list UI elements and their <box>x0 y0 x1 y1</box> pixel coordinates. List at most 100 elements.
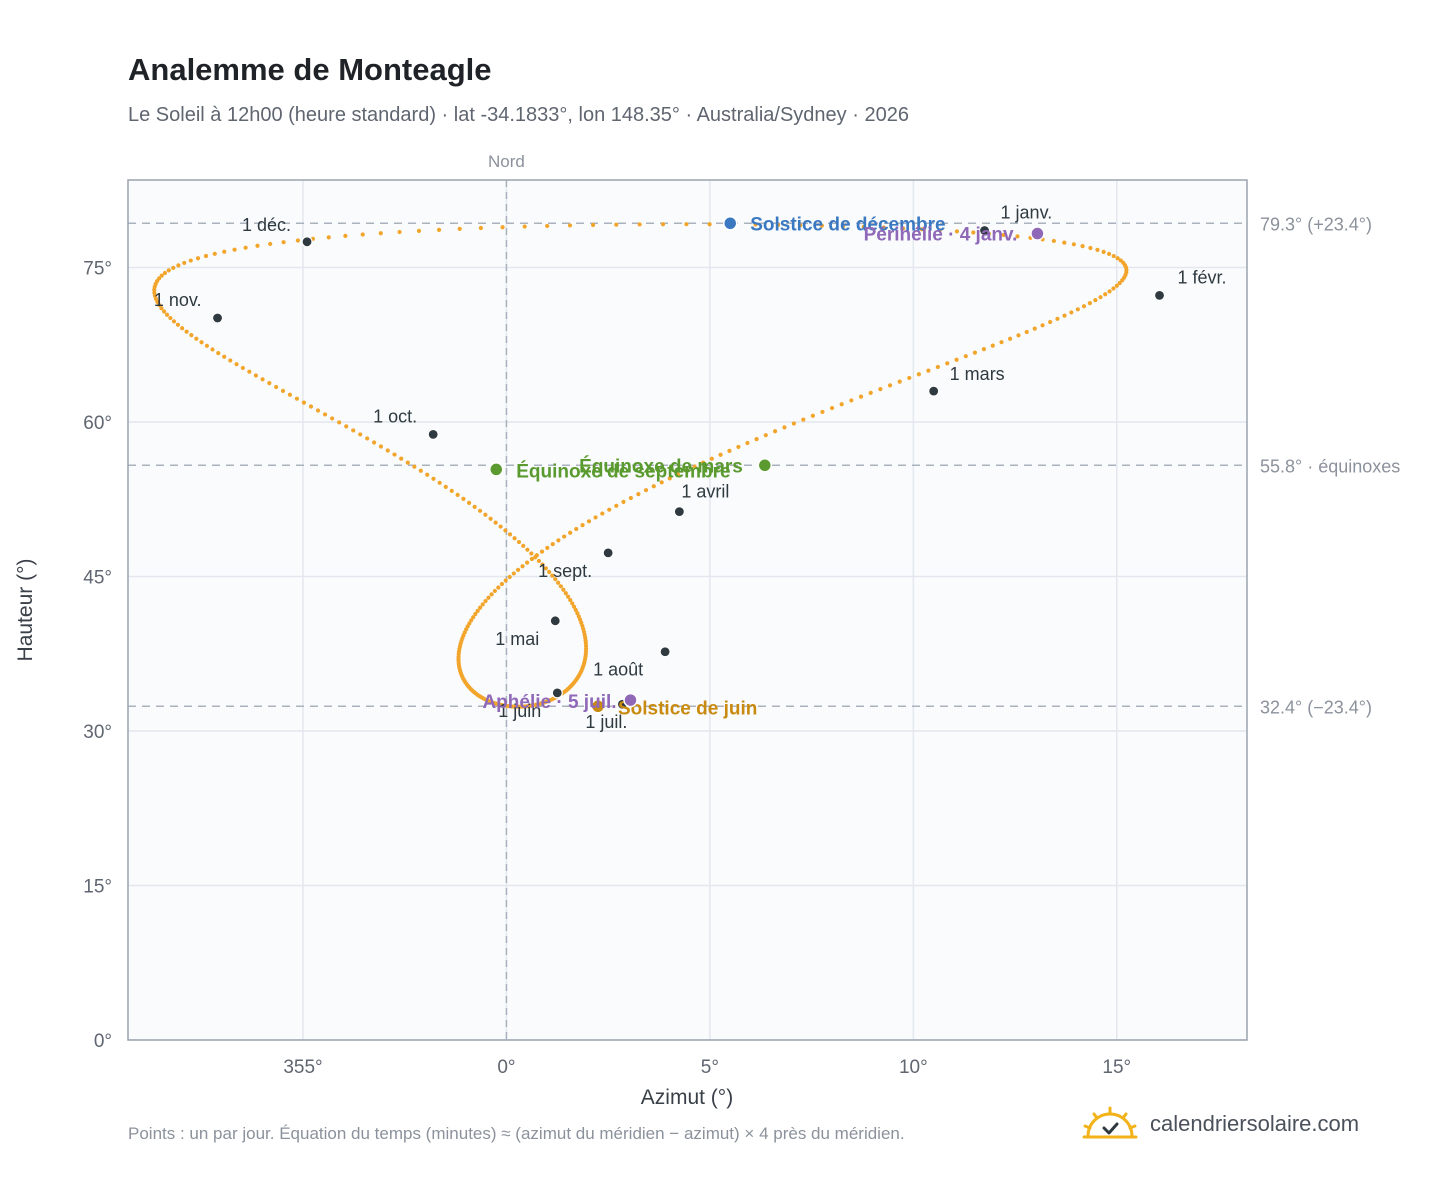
daily-point <box>203 253 209 259</box>
daily-point <box>418 468 423 473</box>
daily-point <box>392 452 397 457</box>
daily-point <box>164 312 170 317</box>
daily-point <box>575 611 580 616</box>
month-marker <box>427 428 439 440</box>
daily-point <box>550 573 555 578</box>
daily-point <box>330 416 335 421</box>
month-marker <box>551 687 563 699</box>
daily-point <box>718 452 723 457</box>
daily-point <box>593 515 598 520</box>
reference-line-label: 55.8° · équinoxes <box>1260 456 1400 476</box>
daily-point <box>709 456 714 461</box>
daily-point <box>280 388 286 393</box>
daily-point <box>443 484 448 489</box>
daily-point <box>247 369 252 374</box>
daily-point <box>916 372 921 377</box>
daily-point <box>539 549 545 554</box>
x-tick-label: 5° <box>701 1057 719 1078</box>
daily-point <box>1055 316 1060 321</box>
daily-point <box>212 251 217 256</box>
daily-point <box>556 580 561 585</box>
daily-point <box>561 587 566 592</box>
daily-point <box>486 595 491 600</box>
daily-point <box>586 519 592 524</box>
daily-point <box>565 594 571 599</box>
daily-point <box>897 379 902 384</box>
daily-point <box>841 224 846 229</box>
daily-point <box>868 390 873 395</box>
daily-point <box>467 621 472 626</box>
daily-point <box>990 343 995 348</box>
daily-point <box>436 227 442 232</box>
daily-point <box>378 444 384 449</box>
daily-point <box>1101 249 1106 254</box>
daily-point <box>343 233 348 239</box>
daily-point <box>637 222 642 227</box>
daily-point <box>839 402 844 407</box>
daily-point <box>322 412 328 417</box>
x-axis-label: Azimut (°) <box>641 1086 733 1109</box>
daily-point <box>365 436 370 441</box>
daily-point <box>907 375 912 381</box>
daily-point <box>171 265 176 270</box>
daily-point <box>660 222 666 227</box>
daily-point <box>478 225 483 231</box>
daily-point <box>545 223 550 229</box>
daily-point <box>358 432 363 437</box>
daily-point <box>371 440 377 445</box>
daily-point <box>590 222 596 228</box>
daily-point <box>937 228 942 233</box>
daily-point <box>810 413 815 418</box>
daily-point <box>520 564 525 569</box>
month-label: 1 mai <box>495 629 539 649</box>
daily-point <box>772 429 778 434</box>
daily-point <box>326 235 331 240</box>
daily-point <box>267 381 272 386</box>
daily-point <box>919 227 924 232</box>
daily-point <box>1087 301 1092 306</box>
daily-point <box>175 322 181 327</box>
daily-point <box>189 333 194 338</box>
daily-point <box>829 405 835 411</box>
daily-point <box>469 618 474 623</box>
daily-point <box>858 394 864 399</box>
daily-point <box>1071 242 1076 247</box>
event-marker <box>722 216 738 231</box>
reference-line-label: 32.4° (−23.4°) <box>1260 697 1372 717</box>
daily-point <box>954 357 959 362</box>
daily-point <box>971 230 976 235</box>
daily-point <box>550 542 555 547</box>
daily-point <box>1114 283 1119 288</box>
daily-point <box>692 464 697 469</box>
daily-point <box>553 577 558 582</box>
daily-point <box>675 472 681 477</box>
month-label: 1 août <box>593 660 643 680</box>
daily-point <box>515 567 521 572</box>
event-marker <box>623 692 638 708</box>
daily-point <box>488 516 493 521</box>
daily-point <box>168 315 173 321</box>
brand-link[interactable]: calendriersolaire.com <box>1082 1104 1359 1144</box>
daily-point <box>529 551 534 556</box>
daily-point <box>351 428 356 433</box>
month-marker <box>659 646 671 658</box>
daily-point <box>489 592 494 597</box>
month-label: 1 avril <box>681 482 729 502</box>
month-label: 1 janv. <box>1001 202 1053 222</box>
daily-point <box>301 400 307 405</box>
daily-point <box>801 417 806 422</box>
daily-point <box>182 260 187 266</box>
daily-point <box>194 336 199 341</box>
daily-point <box>449 488 454 493</box>
daily-point <box>431 476 436 481</box>
daily-point <box>684 222 689 227</box>
daily-point <box>253 373 259 378</box>
daily-point <box>1015 234 1020 239</box>
daily-point <box>1062 313 1067 318</box>
daily-point <box>556 538 561 543</box>
daily-point <box>636 491 641 497</box>
daily-point <box>159 306 164 311</box>
daily-point <box>534 553 539 558</box>
daily-point <box>563 591 568 596</box>
